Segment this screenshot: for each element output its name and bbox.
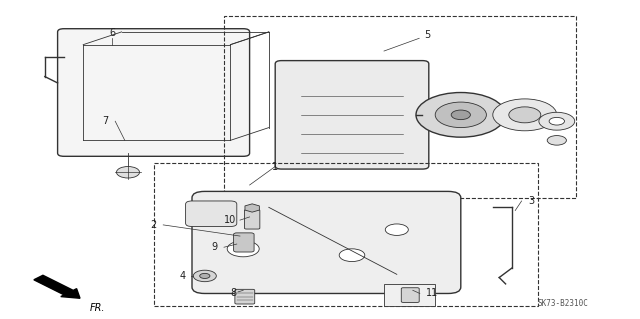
Circle shape bbox=[539, 112, 575, 130]
Bar bbox=[224, 16, 576, 198]
Text: 2: 2 bbox=[150, 220, 157, 230]
Bar bbox=[154, 163, 538, 306]
FancyBboxPatch shape bbox=[235, 289, 255, 304]
Circle shape bbox=[549, 117, 564, 125]
Circle shape bbox=[435, 102, 486, 128]
Text: 3: 3 bbox=[528, 196, 534, 206]
Circle shape bbox=[339, 249, 365, 262]
Text: 5: 5 bbox=[424, 30, 431, 40]
Circle shape bbox=[509, 107, 541, 123]
Text: 7: 7 bbox=[102, 116, 109, 126]
Text: 9: 9 bbox=[211, 242, 218, 252]
Circle shape bbox=[493, 99, 557, 131]
FancyBboxPatch shape bbox=[275, 61, 429, 169]
FancyBboxPatch shape bbox=[192, 191, 461, 293]
FancyArrow shape bbox=[34, 275, 80, 298]
Circle shape bbox=[200, 273, 210, 278]
Circle shape bbox=[193, 270, 216, 282]
FancyBboxPatch shape bbox=[186, 201, 237, 226]
Circle shape bbox=[451, 110, 470, 120]
Text: 10: 10 bbox=[224, 215, 237, 225]
FancyBboxPatch shape bbox=[234, 233, 254, 252]
Text: 1: 1 bbox=[272, 161, 278, 172]
Circle shape bbox=[385, 224, 408, 235]
Bar bbox=[384, 284, 435, 306]
Text: SK73-B2310C: SK73-B2310C bbox=[538, 299, 589, 308]
FancyBboxPatch shape bbox=[58, 29, 250, 156]
Text: 4: 4 bbox=[179, 271, 186, 281]
Circle shape bbox=[547, 136, 566, 145]
FancyBboxPatch shape bbox=[244, 210, 260, 229]
Circle shape bbox=[227, 241, 259, 257]
Text: 8: 8 bbox=[230, 288, 237, 299]
FancyBboxPatch shape bbox=[401, 288, 419, 302]
Text: FR.: FR. bbox=[90, 303, 105, 313]
Circle shape bbox=[416, 93, 506, 137]
Circle shape bbox=[116, 167, 140, 178]
Text: 6: 6 bbox=[109, 28, 115, 39]
Text: 11: 11 bbox=[426, 288, 438, 299]
